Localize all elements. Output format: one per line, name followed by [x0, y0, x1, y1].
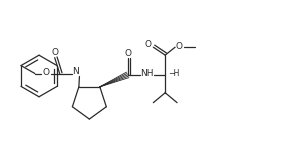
Text: O: O	[145, 40, 152, 49]
Text: O: O	[175, 42, 182, 51]
Text: N: N	[72, 67, 79, 76]
Text: O: O	[51, 48, 58, 57]
Text: O: O	[42, 68, 49, 77]
Text: O: O	[124, 49, 131, 58]
Text: NH: NH	[140, 69, 153, 78]
Text: ─H: ─H	[169, 69, 179, 78]
